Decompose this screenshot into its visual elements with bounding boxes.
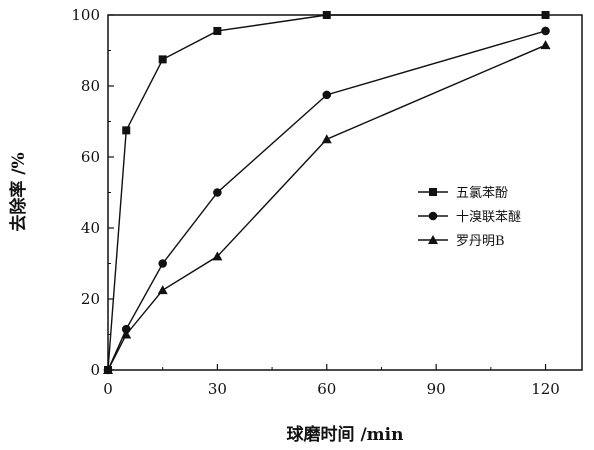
y-tick-label: 0 bbox=[90, 361, 100, 379]
y-tick-label: 60 bbox=[81, 148, 100, 166]
y-axis-ticks: 0 20 40 60 80 100 bbox=[71, 6, 114, 379]
series-3 bbox=[103, 40, 551, 374]
data-point bbox=[213, 26, 222, 35]
data-point bbox=[540, 40, 551, 50]
data-point bbox=[541, 11, 550, 19]
x-axis-ticks: 0 30 60 90 120 bbox=[103, 364, 560, 398]
data-point bbox=[121, 329, 132, 339]
data-point bbox=[158, 259, 167, 268]
x-tick-label: 30 bbox=[208, 380, 227, 398]
y-axis-title: 去除率 /% bbox=[8, 152, 29, 231]
legend-label: 五氯苯酚 bbox=[456, 186, 508, 201]
data-point bbox=[103, 365, 113, 374]
legend-item: 罗丹明B bbox=[418, 234, 505, 249]
series-line bbox=[107, 44, 546, 371]
y-tick-label: 100 bbox=[71, 6, 100, 24]
x-tick-label: 60 bbox=[317, 380, 336, 398]
series-line bbox=[107, 14, 546, 371]
data-point bbox=[213, 188, 222, 197]
data-point bbox=[322, 11, 331, 19]
series-layer bbox=[103, 11, 551, 375]
data-point bbox=[541, 26, 550, 36]
data-point bbox=[157, 285, 168, 295]
y-tick-label: 40 bbox=[81, 219, 100, 237]
x-tick-label: 120 bbox=[531, 380, 560, 398]
data-point bbox=[212, 251, 223, 261]
legend-item: 十溴联苯醚 bbox=[418, 210, 521, 225]
legend-marker bbox=[429, 188, 437, 196]
legend-marker bbox=[428, 211, 438, 221]
data-point bbox=[322, 90, 332, 100]
x-tick-label: 90 bbox=[427, 380, 446, 398]
x-axis-title: 球磨时间 /min bbox=[287, 424, 404, 445]
data-point bbox=[321, 134, 332, 144]
legend-label: 罗丹明B bbox=[456, 234, 505, 249]
legend-label: 十溴联苯醚 bbox=[456, 210, 521, 225]
data-point bbox=[122, 126, 131, 135]
x-tick-label: 0 bbox=[103, 380, 113, 398]
y-tick-label: 80 bbox=[81, 77, 100, 95]
plot-frame bbox=[107, 14, 583, 371]
legend-item: 五氯苯酚 bbox=[418, 186, 508, 201]
legend-marker bbox=[428, 235, 438, 244]
y-tick-label: 20 bbox=[81, 290, 100, 308]
data-point bbox=[158, 55, 167, 64]
